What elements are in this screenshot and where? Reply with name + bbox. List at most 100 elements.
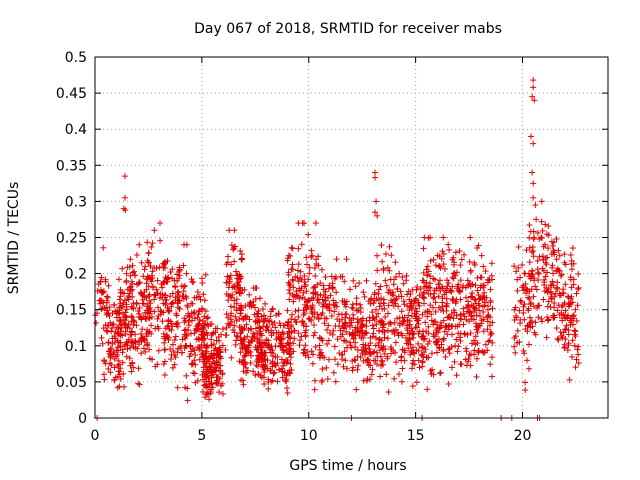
data-point — [290, 298, 297, 305]
data-point — [231, 304, 238, 311]
data-point — [116, 296, 123, 303]
data-point — [436, 262, 443, 269]
data-point — [243, 345, 250, 352]
data-point — [248, 352, 255, 359]
data-point — [369, 322, 376, 329]
data-point — [203, 315, 210, 322]
data-point — [237, 247, 244, 254]
data-point — [169, 364, 176, 371]
data-point — [306, 316, 313, 323]
y-tick-label: 0.25 — [56, 231, 87, 247]
data-point — [122, 328, 129, 335]
data-point — [433, 285, 440, 292]
data-point — [424, 386, 431, 393]
data-point — [387, 320, 394, 327]
data-point — [255, 370, 262, 377]
data-point — [380, 265, 387, 272]
y-tick-label: 0 — [78, 411, 87, 427]
data-point — [439, 248, 446, 255]
data-point — [195, 322, 202, 329]
data-point — [279, 374, 286, 381]
data-point — [301, 329, 308, 336]
data-point — [369, 333, 376, 340]
data-point — [202, 308, 209, 315]
data-point — [360, 343, 367, 350]
data-point — [360, 289, 367, 296]
data-point — [270, 370, 277, 377]
data-point — [222, 346, 229, 353]
data-point — [148, 272, 155, 279]
y-tick-label: 0.05 — [56, 375, 87, 391]
data-point — [167, 269, 174, 276]
data-point — [120, 299, 127, 306]
data-point — [255, 346, 262, 353]
data-point — [336, 350, 343, 357]
data-point — [176, 272, 183, 279]
data-point — [217, 362, 224, 369]
data-point — [250, 368, 257, 375]
y-tick-label: 0.15 — [56, 303, 87, 319]
data-point — [287, 360, 294, 367]
data-point — [237, 310, 244, 317]
y-tick-label: 0.35 — [56, 158, 87, 174]
data-point — [308, 247, 315, 254]
y-tick-label: 0.5 — [65, 50, 87, 66]
data-point — [129, 293, 136, 300]
data-point — [147, 300, 154, 307]
data-point — [374, 252, 381, 259]
data-point — [294, 267, 301, 274]
data-point — [250, 330, 257, 337]
data-point — [297, 337, 304, 344]
data-point — [162, 259, 169, 266]
data-point — [223, 324, 230, 331]
data-point — [330, 369, 337, 376]
data-point — [322, 273, 329, 280]
data-point — [140, 336, 147, 343]
data-point — [287, 350, 294, 357]
data-point — [183, 331, 190, 338]
data-point — [430, 275, 437, 282]
data-point — [440, 234, 447, 241]
data-point — [115, 276, 122, 283]
data-point — [301, 310, 308, 317]
data-point — [245, 326, 252, 333]
data-point — [244, 333, 251, 340]
data-point — [114, 329, 121, 336]
data-point — [264, 357, 271, 364]
data-point — [295, 313, 302, 320]
data-point — [371, 348, 378, 355]
data-point — [280, 362, 287, 369]
data-point — [398, 353, 405, 360]
data-point — [252, 285, 259, 292]
data-point — [421, 300, 428, 307]
data-point — [334, 336, 341, 343]
data-point — [421, 349, 428, 356]
data-point — [265, 376, 272, 383]
data-point — [161, 371, 168, 378]
data-point — [391, 375, 398, 382]
data-point — [129, 314, 136, 321]
data-point — [144, 275, 151, 282]
data-point — [287, 253, 294, 260]
data-point — [290, 284, 297, 291]
data-point — [188, 310, 195, 317]
data-point — [363, 323, 370, 330]
data-point — [142, 263, 149, 270]
data-point — [164, 305, 171, 312]
data-point — [113, 347, 120, 354]
data-point — [133, 299, 140, 306]
data-point — [291, 316, 298, 323]
data-point — [359, 322, 366, 329]
data-point — [145, 329, 152, 336]
data-point — [427, 273, 434, 280]
data-point — [406, 296, 413, 303]
data-point — [111, 377, 118, 384]
data-point — [172, 354, 179, 361]
data-point — [331, 308, 338, 315]
data-point — [168, 351, 175, 358]
data-point — [125, 321, 132, 328]
data-point — [433, 329, 440, 336]
data-point — [286, 296, 293, 303]
data-point — [420, 269, 427, 276]
data-point — [237, 349, 244, 356]
